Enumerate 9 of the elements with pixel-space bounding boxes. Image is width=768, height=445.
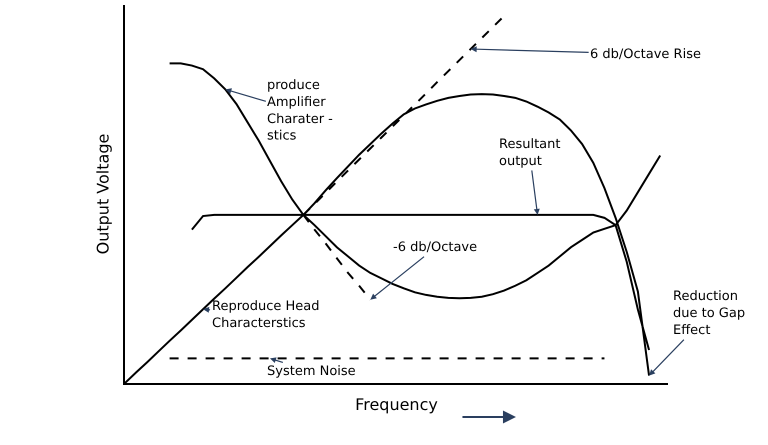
y-axis-title: Output Voltage — [93, 134, 112, 254]
text: Reduction due to Gap Effect — [673, 289, 746, 338]
series-label: Reproduce Head Characterstics — [212, 299, 320, 331]
series-label: produce Amplifier Charater - stics — [267, 78, 334, 144]
series-label: System Noise — [267, 364, 356, 379]
text: 6 db/Octave Rise — [590, 47, 701, 62]
text: -6 db/Octave — [393, 240, 478, 255]
text: Resultant output — [499, 137, 560, 169]
x-axis-title: Frequency — [355, 394, 438, 414]
